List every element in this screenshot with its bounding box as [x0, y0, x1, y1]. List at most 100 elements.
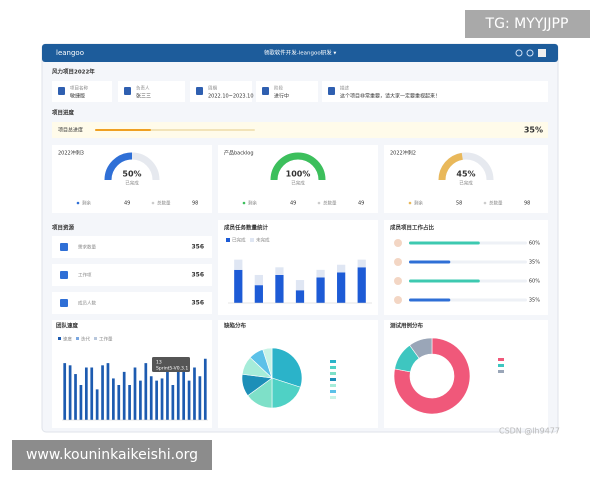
resource-card [52, 264, 212, 286]
gauge-arc [104, 152, 133, 181]
icon[interactable] [526, 49, 534, 57]
avatar [394, 296, 402, 304]
dot [151, 201, 155, 205]
resource-label: 成员人数 [78, 300, 96, 307]
avatar [394, 277, 402, 285]
remaining-label: 剩余 [82, 200, 91, 207]
share-value: 60% [529, 241, 540, 247]
progress-label: 项目总进度 [58, 127, 83, 134]
legend-swatch [330, 366, 336, 369]
info-card [190, 81, 252, 102]
card-title: 成员项目工作占比 [390, 224, 435, 232]
bar-segment [316, 269, 325, 278]
bar-segment [357, 267, 366, 303]
progress-fill [95, 129, 151, 131]
info-label: 描述 [340, 85, 349, 92]
bar [74, 374, 77, 420]
info-label: 阶段 [274, 85, 283, 92]
card-title: 测试用例分布 [390, 322, 424, 330]
legend-label: 迭代 [81, 336, 90, 343]
legend-label: 已完成 [232, 237, 246, 244]
info-card [256, 81, 318, 102]
bar [68, 365, 72, 420]
gauge-caption: 已完成 [291, 180, 305, 187]
legend-swatch [330, 396, 336, 399]
remaining-label: 剩余 [414, 200, 423, 207]
icon[interactable] [515, 49, 523, 57]
remaining-label: 剩余 [248, 200, 257, 207]
bar [139, 380, 142, 420]
legend-swatch [226, 238, 230, 242]
credit: CSDN @lh9477 [499, 427, 560, 436]
remaining-value: 58 [456, 201, 462, 207]
gauge-value: 100% [286, 170, 311, 179]
bar [155, 380, 158, 420]
legend-swatch [58, 337, 61, 340]
resource-icon [60, 243, 68, 251]
legend-swatch [94, 337, 97, 340]
bar-segment [234, 259, 243, 270]
bar [106, 363, 110, 420]
watermark-box [12, 440, 212, 470]
bar [176, 363, 180, 420]
bar [122, 371, 126, 420]
tooltip [152, 357, 190, 372]
project-title: 风力项目2022年 [52, 68, 95, 76]
bar [79, 385, 83, 420]
total-label: 总数量 [157, 200, 171, 207]
total-label: 总数量 [323, 200, 337, 207]
tooltip-label: Sprint5-V0.3.1 [156, 366, 188, 372]
bar-segment [234, 269, 243, 303]
total-label: 总数量 [489, 200, 503, 207]
bar-segment [337, 264, 346, 273]
bar [117, 385, 121, 420]
bar [198, 376, 202, 420]
progress-row [52, 122, 548, 138]
gauge-title: 2022冲刺3 [58, 150, 84, 157]
donut-slice [409, 337, 433, 359]
info-icon [196, 87, 203, 95]
bar [101, 365, 104, 420]
avatar[interactable] [538, 49, 546, 57]
dot [242, 201, 246, 205]
bar-segment [254, 285, 263, 303]
gauge-arc [438, 152, 464, 181]
bar [95, 389, 99, 420]
project-switcher[interactable]: 领歌软件开发-leangoo研发 ▾ [264, 49, 337, 57]
card-title: 缺陷分布 [224, 322, 247, 330]
total-value: 98 [524, 201, 530, 207]
info-icon [124, 87, 131, 95]
remaining-value: 49 [290, 201, 296, 207]
resource-label: 工作项 [78, 272, 92, 279]
bar [84, 367, 88, 420]
info-label: 项目名称 [70, 85, 88, 92]
share-value: 60% [529, 279, 540, 285]
bar-segment [275, 267, 284, 275]
bar-segment [275, 274, 284, 303]
legend-swatch [330, 372, 336, 375]
legend-swatch [498, 370, 504, 373]
resource-value: 356 [191, 244, 204, 251]
total-value: 98 [192, 201, 198, 207]
info-value: 这个项目非常重要，请大家一定要重视起来！ [340, 93, 440, 100]
info-card [322, 81, 548, 102]
gauge-arc [270, 152, 326, 181]
bar [149, 376, 153, 420]
bar [193, 367, 196, 420]
bar [160, 378, 164, 420]
legend-swatch [330, 378, 336, 381]
gauge-caption: 已完成 [459, 180, 473, 187]
tooltip-value: 13 [156, 360, 162, 366]
gauge-value: 45% [456, 170, 475, 179]
info-icon [328, 87, 335, 95]
bar-segment [254, 274, 263, 286]
share-value: 35% [529, 298, 540, 304]
bar [171, 385, 175, 420]
bar [112, 378, 115, 420]
bar [187, 380, 191, 420]
pie-slice [262, 347, 273, 379]
info-value: 张三三 [136, 93, 151, 100]
card-title: 成员任务数量统计 [224, 224, 269, 232]
info-icon [58, 87, 65, 95]
